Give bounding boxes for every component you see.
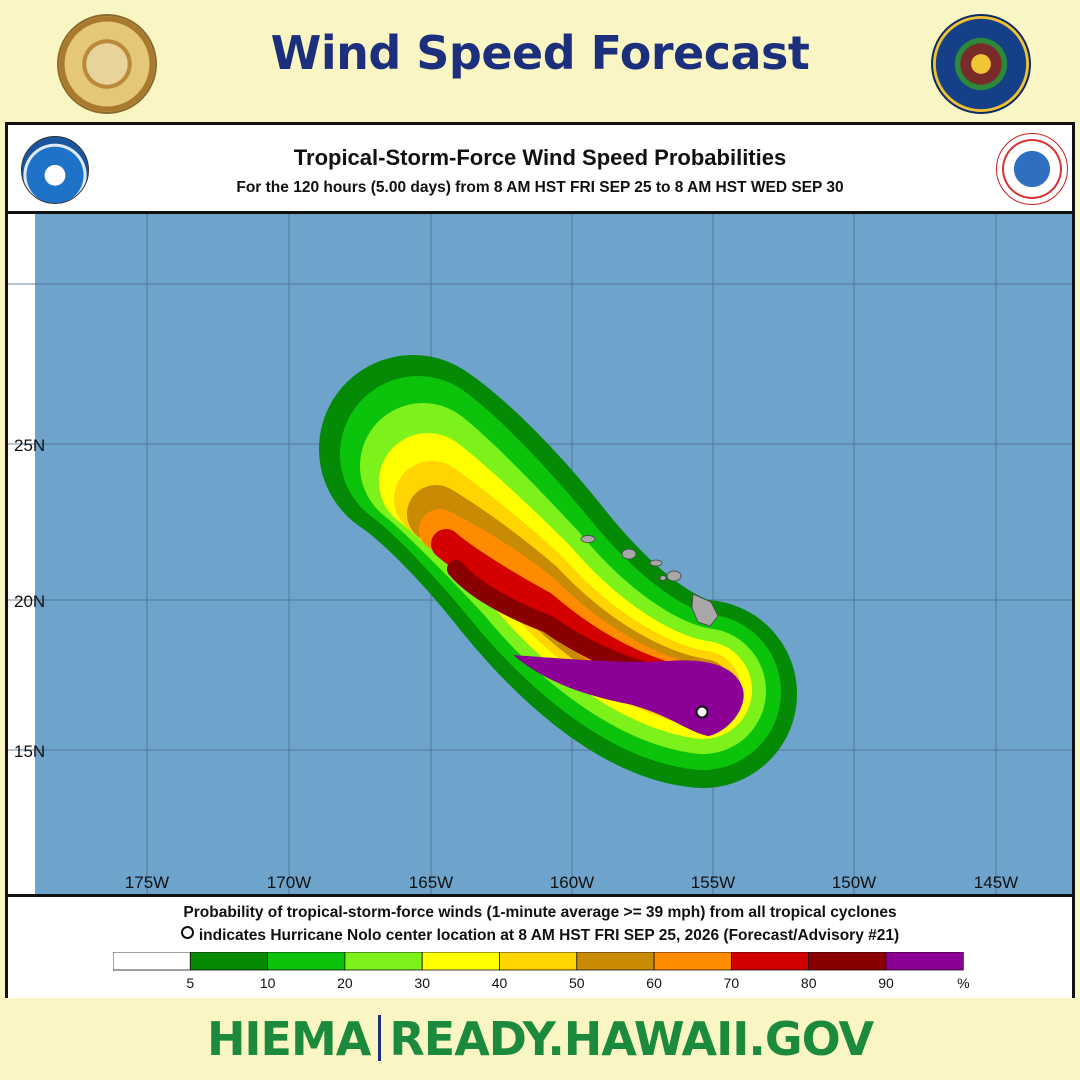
scale-label-9: 90 [878, 975, 894, 991]
panel-title: Tropical-Storm-Force Wind Speed Probabil… [293, 145, 787, 170]
lon-label-160w: 160W [550, 873, 594, 892]
hiema-brand: HIEMA [206, 1012, 371, 1066]
scale-label-2: 20 [337, 975, 353, 991]
scale-label-10: % [957, 975, 969, 991]
lat-label-15n: 15N [14, 742, 45, 761]
probability-map: 25N 20N 15N 175W 170W 165W 160W 155W 150… [8, 214, 1072, 894]
scale-label-6: 60 [646, 975, 662, 991]
lon-label-165w: 165W [409, 873, 453, 892]
scale-label-5: 50 [569, 975, 585, 991]
legend-description: Probability of tropical-storm-force wind… [183, 904, 897, 921]
scale-swatch-6 [576, 952, 655, 971]
scale-label-7: 70 [724, 975, 740, 991]
scale-swatch-7 [653, 952, 732, 971]
scale-label-0: 5 [186, 975, 194, 991]
panel-subtitle: For the 120 hours (5.00 days) from 8 AM … [236, 179, 844, 196]
scale-label-1: 10 [260, 975, 276, 991]
page-title: Wind Speed Forecast [270, 26, 810, 80]
scale-swatch-5 [499, 952, 578, 971]
noaa-logo [21, 136, 89, 204]
brand-separator [378, 1015, 382, 1061]
storm-center-marker [695, 705, 709, 719]
nws-logo [996, 133, 1068, 205]
footer-branding: HIEMA READY.HAWAII.GOV [0, 1012, 1080, 1066]
state-of-hawaii-seal [57, 14, 157, 114]
scale-label-8: 80 [801, 975, 817, 991]
ready-hawaii-link[interactable]: READY.HAWAII.GOV [389, 1012, 874, 1066]
forecast-panel: Tropical-Storm-Force Wind Speed Probabil… [5, 122, 1075, 998]
legend-footer: Probability of tropical-storm-force wind… [8, 894, 1072, 998]
scale-swatch-2 [267, 952, 346, 971]
lon-label-170w: 170W [267, 873, 311, 892]
storm-center-symbol [180, 926, 194, 939]
probability-color-scale: 5 10 20 30 40 50 60 70 80 90% [113, 952, 970, 991]
scale-label-3: 30 [414, 975, 430, 991]
lon-label-155w: 155W [691, 873, 735, 892]
scale-swatch-10 [885, 952, 964, 971]
hawaiian-islands [580, 535, 719, 627]
panel-header: Tropical-Storm-Force Wind Speed Probabil… [8, 125, 1072, 214]
hiema-seal [931, 14, 1031, 114]
scale-swatch-3 [344, 952, 423, 971]
lat-label-20n: 20N [14, 592, 45, 611]
scale-swatch-8 [731, 952, 810, 971]
legend-storm-note: indicates Hurricane Nolo center location… [8, 926, 1072, 945]
lon-label-150w: 150W [832, 873, 876, 892]
storm-note-text: indicates Hurricane Nolo center location… [198, 927, 900, 944]
scale-swatch-1 [189, 952, 269, 971]
band-90-100 [513, 655, 744, 736]
scale-swatch-0 [113, 952, 191, 971]
lon-label-175w: 175W [125, 873, 169, 892]
lat-label-25n: 25N [14, 436, 45, 455]
scale-swatch-9 [808, 952, 887, 971]
scale-swatches [113, 952, 964, 971]
scale-swatch-4 [421, 952, 500, 971]
scale-label-4: 40 [492, 975, 508, 991]
lon-label-145w: 145W [974, 873, 1018, 892]
